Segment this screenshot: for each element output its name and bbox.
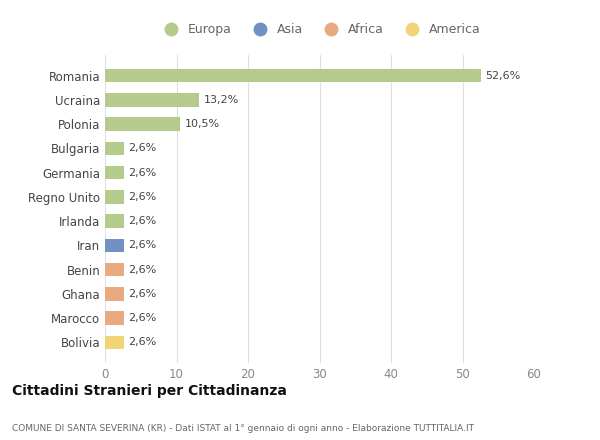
Text: COMUNE DI SANTA SEVERINA (KR) - Dati ISTAT al 1° gennaio di ogni anno - Elaboraz: COMUNE DI SANTA SEVERINA (KR) - Dati IST… [12, 425, 474, 433]
Bar [105, 166, 124, 180]
Text: 2,6%: 2,6% [128, 143, 156, 154]
Text: 10,5%: 10,5% [184, 119, 220, 129]
Legend: Europa, Asia, Africa, America: Europa, Asia, Africa, America [153, 18, 486, 41]
Text: Cittadini Stranieri per Cittadinanza: Cittadini Stranieri per Cittadinanza [12, 384, 287, 398]
Text: 2,6%: 2,6% [128, 168, 156, 178]
Text: 52,6%: 52,6% [485, 71, 521, 81]
Bar [105, 287, 124, 301]
Bar [105, 142, 124, 155]
Text: 2,6%: 2,6% [128, 192, 156, 202]
Bar [105, 336, 124, 349]
Text: 2,6%: 2,6% [128, 289, 156, 299]
Bar [105, 238, 124, 252]
Text: 2,6%: 2,6% [128, 337, 156, 347]
Text: 2,6%: 2,6% [128, 216, 156, 226]
Bar [105, 190, 124, 204]
Text: 2,6%: 2,6% [128, 313, 156, 323]
Text: 2,6%: 2,6% [128, 240, 156, 250]
Bar [105, 214, 124, 228]
Text: 2,6%: 2,6% [128, 264, 156, 275]
Bar [105, 93, 199, 106]
Bar [105, 263, 124, 276]
Text: 13,2%: 13,2% [203, 95, 239, 105]
Bar [105, 312, 124, 325]
Bar [105, 69, 481, 82]
Bar [105, 117, 180, 131]
